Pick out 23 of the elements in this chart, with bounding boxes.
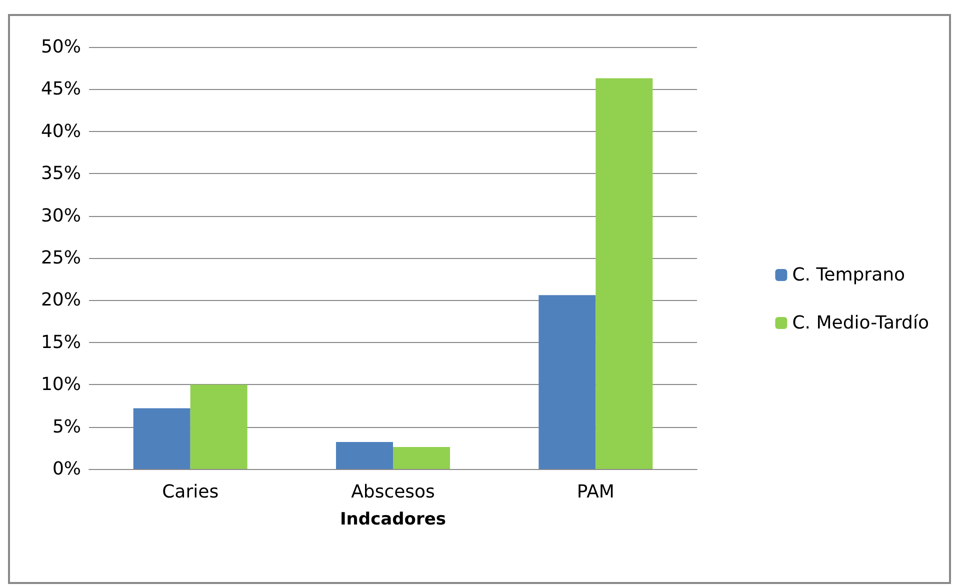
bar (336, 442, 393, 469)
legend-label: C. Medio-Tardío (792, 312, 930, 334)
y-tick-label: 45% (40, 78, 81, 100)
x-tick-label: Abscesos (351, 482, 435, 502)
legend-label: C. Temprano (792, 264, 906, 286)
y-tick-label: 0% (52, 458, 81, 480)
bar (393, 447, 450, 469)
bar (190, 384, 248, 469)
y-tick-label: 25% (40, 248, 81, 268)
x-tick-label: Caries (162, 482, 219, 502)
y-tick-label: 20% (40, 290, 81, 311)
bar (133, 408, 190, 469)
bar (596, 78, 653, 469)
y-tick-label: 35% (40, 163, 81, 184)
y-tick-label: 40% (40, 120, 81, 142)
bar (538, 295, 596, 469)
y-tick-label: 10% (40, 374, 81, 396)
x-axis-title: Indcadores (340, 510, 446, 530)
y-tick-label: 15% (40, 332, 81, 353)
y-tick-label: 50% (40, 36, 81, 58)
y-tick-label: 5% (52, 416, 81, 438)
x-tick-label: PAM (576, 482, 614, 502)
y-tick-label: 30% (40, 205, 81, 226)
